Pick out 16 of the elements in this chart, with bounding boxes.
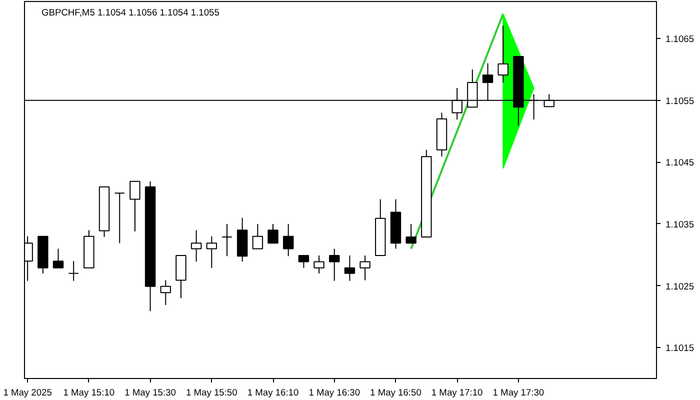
x-tick-label: 1 May 2025 (3, 388, 52, 398)
y-tick-label: 1.1045 (666, 158, 694, 168)
y-tick-label: 1.1035 (666, 219, 694, 230)
x-tick-label: 1 May 15:30 (124, 388, 176, 398)
y-tick-label: 1.1025 (666, 281, 694, 292)
y-tick-label: 1.1065 (666, 34, 694, 44)
text: GBPCHF,M5 1.1054 1.1056 1.1054 1.1055 (42, 8, 220, 18)
x-tick-label: 1 May 17:30 (492, 388, 544, 398)
x-tick-label: 1 May 16:10 (247, 388, 299, 398)
x-tick-label: 1 May 15:50 (186, 388, 238, 398)
x-tick-label: 1 May 16:30 (308, 388, 360, 398)
ref-line-label: 1.1055 (666, 96, 694, 106)
x-tick-label: 1 May 17:10 (431, 388, 483, 398)
x-tick-label: 1 May 16:50 (370, 388, 422, 398)
y-tick-label: 1.1015 (666, 343, 694, 354)
x-tick-label: 1 May 15:10 (63, 388, 115, 398)
